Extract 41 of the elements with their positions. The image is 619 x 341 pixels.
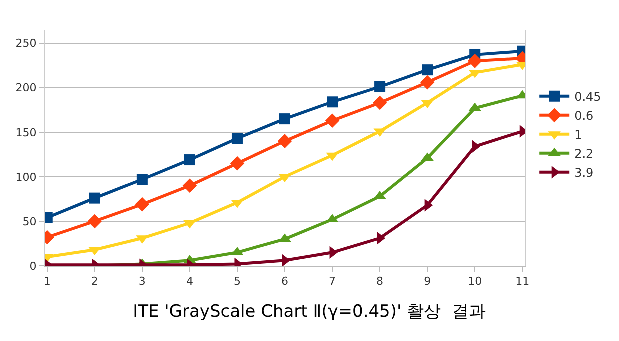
point <box>184 154 196 166</box>
point <box>372 96 388 110</box>
point <box>88 214 102 229</box>
y-tick-label: 100 <box>16 170 37 184</box>
point <box>422 64 434 76</box>
y-tick-label: 200 <box>16 82 37 95</box>
point <box>282 254 290 266</box>
legend-label: 2.2 <box>574 147 594 162</box>
x-tick-label: 9 <box>424 275 432 288</box>
x-tick-label: 6 <box>282 275 288 288</box>
y-tick-label: 250 <box>16 37 37 50</box>
x-tick-label: 2 <box>91 275 98 288</box>
x-tick-label: 7 <box>329 275 336 288</box>
x-tick-label: 11 <box>516 275 530 288</box>
x-tick-label: 4 <box>186 275 194 288</box>
text: ITE 'GrayScale Chart Ⅱ(γ=0.45)' 촬상 결과 <box>133 302 486 322</box>
x-tick-label: 10 <box>468 275 482 288</box>
legend-label: 3.9 <box>574 166 594 180</box>
legend-label: 1 <box>574 128 582 142</box>
point <box>278 134 292 148</box>
point <box>136 174 148 186</box>
point <box>230 156 245 171</box>
legend-label: 0.45 <box>574 90 602 104</box>
y-tick-label: 0 <box>30 260 37 273</box>
point <box>420 75 435 90</box>
point <box>280 114 290 125</box>
legend-label: 0.6 <box>574 109 594 124</box>
point <box>232 133 243 144</box>
y-tick-label: 150 <box>16 126 37 140</box>
point <box>89 192 100 204</box>
point <box>468 54 482 68</box>
point <box>325 114 340 128</box>
point <box>135 197 150 212</box>
y-tick-label: 50 <box>22 215 37 228</box>
x-tick-label: 1 <box>44 275 51 288</box>
point <box>327 96 338 108</box>
x-tick-label: 5 <box>234 275 241 288</box>
x-tick-label: 3 <box>138 275 146 288</box>
x-tick-label: 8 <box>376 275 384 288</box>
point <box>182 178 198 193</box>
point <box>374 82 386 92</box>
